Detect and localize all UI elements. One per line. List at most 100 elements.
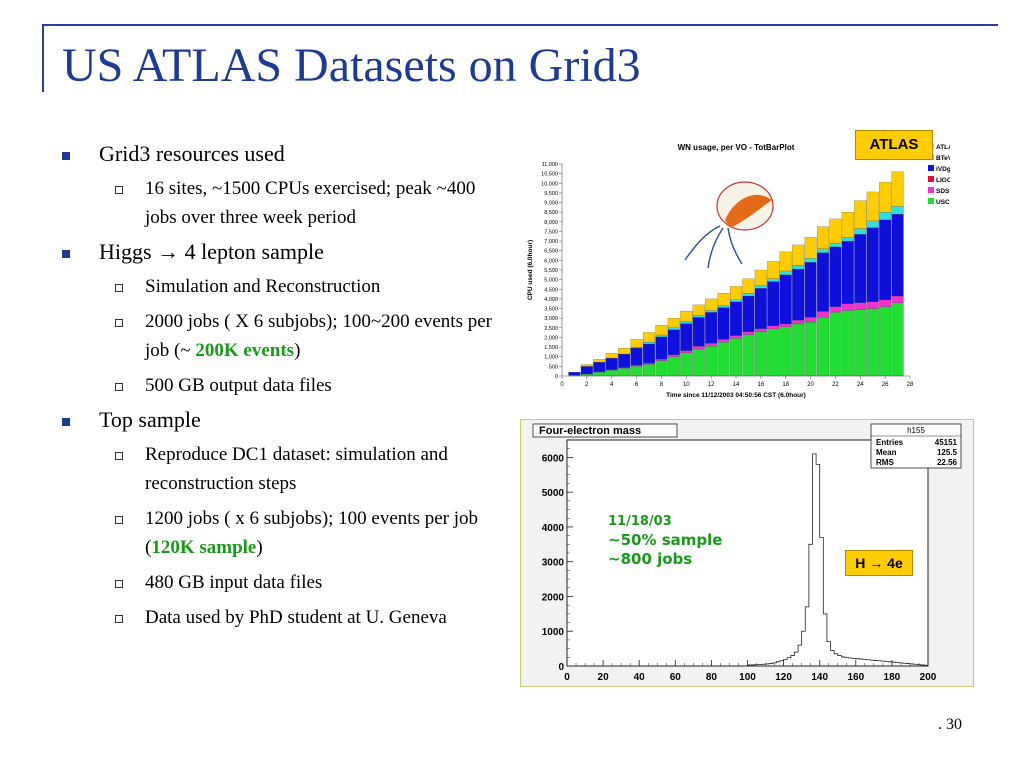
bullet-top: Top sample bbox=[62, 406, 502, 434]
y-tick-label: 6,500 bbox=[544, 249, 558, 255]
bar-segment bbox=[717, 342, 730, 377]
y-tick-label: 1,500 bbox=[544, 345, 558, 351]
bar-segment bbox=[692, 304, 705, 316]
bullet-marker bbox=[62, 250, 70, 258]
bar-segment bbox=[829, 246, 842, 307]
stats-value: 22.56 bbox=[937, 458, 958, 467]
y-tick-label: 9,000 bbox=[544, 201, 558, 207]
x-tick-label: 80 bbox=[706, 672, 718, 683]
x-tick-label: 160 bbox=[847, 672, 864, 683]
bar-segment bbox=[854, 309, 867, 377]
bar-segment bbox=[605, 353, 618, 359]
bar-segment bbox=[767, 278, 780, 282]
y-tick-label: 2,500 bbox=[544, 326, 558, 332]
bar-segment bbox=[642, 364, 656, 377]
legend-swatch bbox=[928, 165, 934, 171]
bullet-grid3: Grid3 resources used bbox=[62, 140, 502, 168]
bar-segment bbox=[717, 339, 730, 343]
stats-box-frame bbox=[870, 423, 962, 469]
bar-segment bbox=[891, 214, 904, 297]
x-tick-label: 120 bbox=[775, 672, 792, 683]
sub-bullet: 16 sites, ~1500 CPUs exercised; peak ~40… bbox=[62, 174, 502, 232]
bar-segment bbox=[804, 262, 817, 318]
logo-flame bbox=[725, 194, 772, 228]
bar-segment bbox=[568, 372, 581, 376]
chart-title: WN usage, per VO - TotBarPlot bbox=[678, 143, 795, 152]
sub-bullet: 480 GB input data files bbox=[62, 568, 502, 597]
note-sample: ~50% sample bbox=[608, 531, 723, 549]
bar-segment bbox=[692, 346, 705, 350]
bar-segment bbox=[841, 310, 854, 377]
bar-segment bbox=[593, 372, 606, 377]
y-tick-label: 5,000 bbox=[544, 278, 558, 284]
y-tick-label: 5000 bbox=[542, 488, 565, 499]
bar-segment bbox=[841, 240, 854, 304]
sub-bullet-text-pre: 2000 jobs ( X 6 subjobs); 100~200 events… bbox=[145, 311, 492, 361]
bullet-list: Grid3 resources used 16 sites, ~1500 CPU… bbox=[62, 140, 502, 638]
bar-segment bbox=[891, 171, 904, 207]
x-axis-label: Time since 11/12/2003 04:50:56 CST (6.0h… bbox=[666, 392, 806, 399]
y-tick-label: 4000 bbox=[542, 523, 565, 534]
bar-segment bbox=[767, 328, 780, 377]
x-tick-label: 10 bbox=[683, 382, 690, 388]
x-tick-label: 24 bbox=[857, 382, 864, 388]
x-tick-label: 200 bbox=[920, 672, 937, 683]
sub-bullet-text: 500 GB output data files bbox=[145, 375, 332, 396]
wn-usage-chart-svg: WN usage, per VO - TotBarPlot 0 500 1,000 1,… bbox=[527, 143, 960, 399]
sub-bullet-text-pre: 1200 jobs ( x 6 subjobs); 100 events per… bbox=[145, 508, 479, 558]
bar-segment bbox=[729, 286, 743, 300]
bar-segment bbox=[692, 317, 705, 347]
bar-segment bbox=[705, 346, 718, 377]
sub-bullet-marker bbox=[115, 615, 123, 623]
y-tick-label: 2,000 bbox=[544, 335, 558, 341]
bar-segment bbox=[705, 312, 718, 344]
sub-bullet-text: Reproduce DC1 dataset: simulation and re… bbox=[145, 444, 448, 494]
sub-bullet-text-post: ) bbox=[256, 537, 263, 558]
y-tick-label: 3,500 bbox=[544, 307, 558, 313]
x-tick-label: 4 bbox=[610, 382, 614, 388]
legend-label: LIGO bbox=[936, 177, 950, 184]
x-tick-label: 28 bbox=[907, 382, 914, 388]
bar-segment bbox=[667, 329, 680, 355]
histogram-title: Four-electron mass bbox=[539, 425, 641, 437]
title-frame-left-line bbox=[42, 24, 44, 92]
bar-segment bbox=[742, 331, 755, 335]
x-tick-label: 18 bbox=[782, 382, 789, 388]
y-tick-label: 10,500 bbox=[541, 172, 558, 178]
x-tick-label: 20 bbox=[598, 672, 610, 683]
bar-segment bbox=[655, 334, 668, 337]
bar-segment bbox=[792, 268, 805, 321]
bar-segment bbox=[879, 299, 892, 307]
sub-bullet-marker bbox=[115, 452, 123, 460]
bar-segment bbox=[593, 362, 606, 372]
bar-segment bbox=[680, 321, 693, 324]
bar-segment bbox=[804, 258, 817, 263]
bar-segment bbox=[729, 338, 743, 377]
bar-segment bbox=[742, 334, 755, 377]
sub-bullet-text: Simulation and Reconstruction bbox=[145, 276, 381, 297]
bar-segment bbox=[816, 252, 830, 312]
x-tick-label: 100 bbox=[739, 672, 756, 683]
bar-segment bbox=[891, 295, 904, 303]
stats-key: RMS bbox=[876, 458, 894, 467]
y-tick-label: 3000 bbox=[542, 558, 565, 569]
note-jobs: ~800 jobs bbox=[608, 550, 693, 568]
bar-segment bbox=[754, 328, 767, 332]
x-tick-label: 12 bbox=[708, 382, 715, 388]
bar-segment bbox=[630, 365, 643, 367]
bar-segment bbox=[879, 306, 892, 377]
bar-segment bbox=[829, 312, 842, 377]
y-tick-label: 2000 bbox=[542, 592, 565, 603]
sub-bullet: Data used by PhD student at U. Geneva bbox=[62, 603, 502, 632]
bar-segment bbox=[779, 323, 792, 327]
bar-segment bbox=[891, 302, 904, 377]
sub-bullet: 500 GB output data files bbox=[62, 371, 502, 400]
bullet-marker bbox=[62, 418, 70, 426]
sub-bullet-marker bbox=[115, 383, 123, 391]
bar-segment bbox=[642, 363, 656, 365]
logo-tail bbox=[684, 225, 743, 269]
title-frame-top-line bbox=[42, 24, 998, 26]
x-tick-label: 40 bbox=[634, 672, 646, 683]
bar-segment bbox=[879, 182, 892, 213]
legend-label: BTeV bbox=[936, 155, 950, 162]
